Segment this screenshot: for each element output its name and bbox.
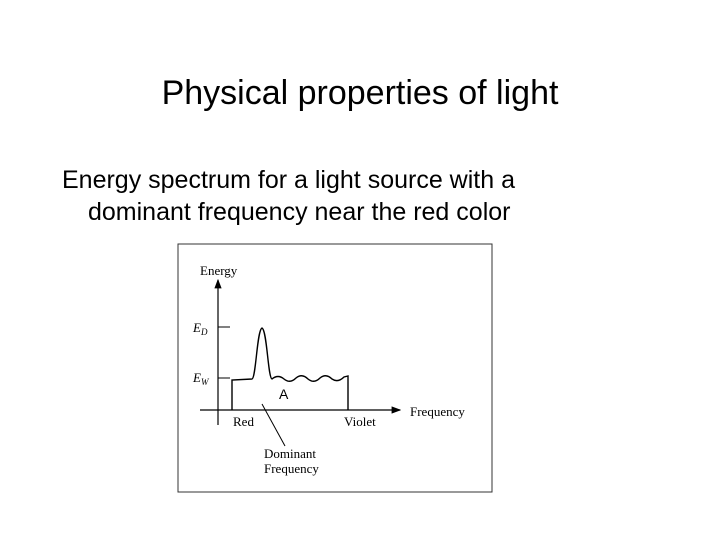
spectrum-curve	[231, 327, 349, 410]
pointer-label: Dominant	[264, 446, 316, 461]
slide-title: Physical properties of light	[161, 74, 559, 112]
end-label: Red	[233, 414, 254, 429]
bullet-text: Energy spectrum for a light source with …	[62, 166, 515, 226]
pointer-label: Frequency	[264, 461, 319, 476]
level-label: EW	[192, 370, 210, 387]
pointer-line	[261, 403, 286, 447]
end-label: Violet	[344, 414, 376, 429]
level-label: ED	[192, 320, 208, 337]
figure-frame	[177, 243, 493, 493]
y-axis-label: Energy	[200, 263, 238, 278]
region-label: A	[279, 386, 289, 402]
x-axis-label: Frequency	[410, 404, 465, 419]
